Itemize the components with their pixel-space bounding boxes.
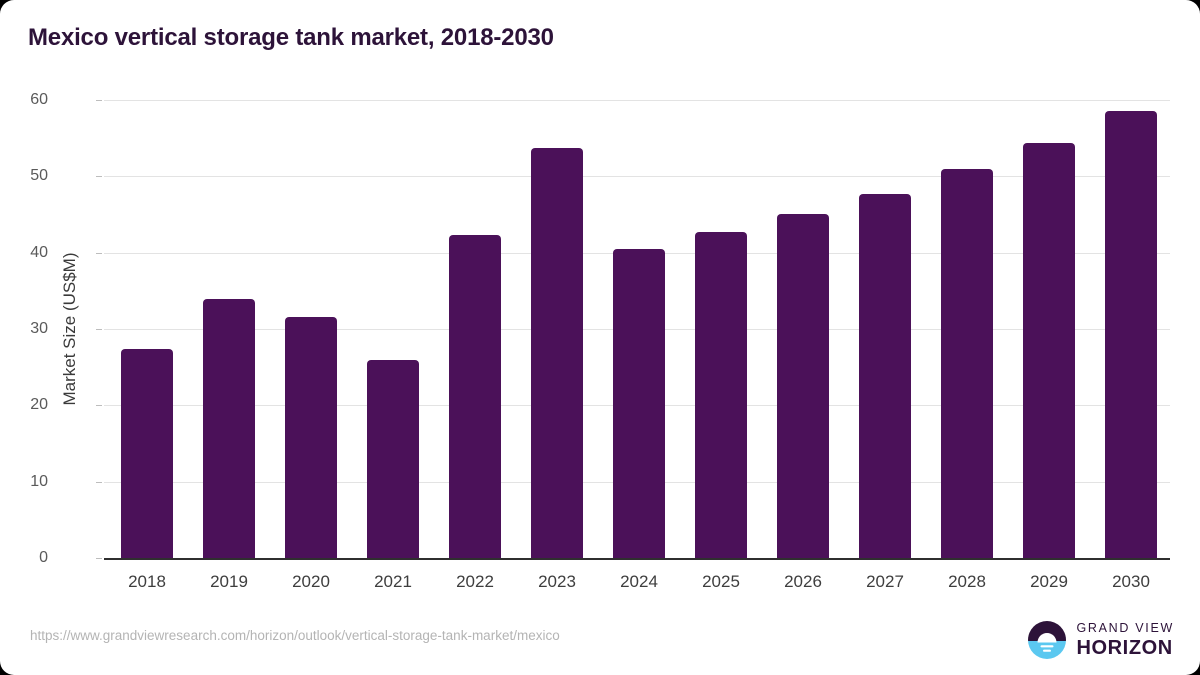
y-axis-tick-label: 60 [30, 91, 48, 108]
bar-2029[interactable] [1023, 142, 1075, 558]
source-url[interactable]: https://www.grandviewresearch.com/horizo… [30, 628, 560, 643]
gridline [104, 176, 1170, 178]
x-axis-line [104, 558, 1170, 560]
bar-2023[interactable] [531, 148, 583, 558]
y-axis-tick-mark [96, 558, 102, 559]
logo-line-one: GRAND VIEW [1076, 621, 1174, 636]
bar-2027[interactable] [859, 193, 911, 558]
y-axis-tick-mark [96, 329, 102, 330]
x-axis-tick-label-2028: 2028 [948, 572, 986, 591]
bar-2026[interactable] [777, 213, 829, 558]
x-axis-tick-label-2020: 2020 [292, 572, 330, 591]
y-axis-title: Market Size (US$M) [60, 252, 79, 406]
bar-2030[interactable] [1105, 111, 1157, 558]
y-axis-tick-label: 50 [30, 167, 48, 185]
logo-wordmark: GRAND VIEW HORIZON [1076, 622, 1174, 658]
x-axis-tick-label-2021: 2021 [374, 572, 412, 591]
x-axis-tick-label-2030: 2030 [1112, 572, 1150, 591]
x-axis-tick-label-2025: 2025 [702, 572, 740, 591]
bar-2025[interactable] [695, 232, 747, 558]
plot-area: Market Size (US$M) 0 10 20 30 40 50 60 [30, 91, 1170, 566]
y-axis-tick-mark [96, 176, 102, 178]
y-axis-tick-mark [96, 405, 102, 407]
bar-2024[interactable] [613, 248, 665, 558]
y-axis-tick-label: 10 [30, 472, 48, 490]
page-title: Mexico vertical storage tank market, 201… [28, 24, 554, 51]
x-axis-tick-label-2027: 2027 [866, 572, 904, 591]
y-axis-tick-label: 20 [30, 396, 48, 414]
gridline [104, 100, 1170, 101]
bar-2020[interactable] [285, 316, 337, 558]
y-axis-tick-mark [96, 100, 102, 101]
bar-2018[interactable] [121, 348, 173, 558]
x-axis-tick-label-2022: 2022 [456, 572, 494, 591]
x-axis-tick-label-2024: 2024 [620, 572, 658, 591]
brand-logo[interactable]: GRAND VIEW HORIZON [1027, 620, 1174, 660]
y-axis-tick-mark [96, 252, 102, 254]
y-axis-tick-label: 40 [30, 243, 48, 261]
logo-line-two: HORIZON [1076, 636, 1173, 659]
x-axis-tick-label-2018: 2018 [128, 572, 166, 591]
x-axis-tick-label-2026: 2026 [784, 572, 822, 591]
y-axis-tick-mark [96, 481, 102, 483]
x-axis-tick-label-2019: 2019 [210, 572, 248, 591]
horizon-circle-icon [1027, 620, 1067, 660]
bar-2028[interactable] [941, 169, 993, 558]
x-axis-tick-label-2023: 2023 [538, 572, 576, 591]
bar-2022[interactable] [449, 235, 501, 558]
y-axis-tick-label: 30 [30, 320, 48, 337]
x-axis-tick-label-2029: 2029 [1030, 572, 1068, 591]
bar-2021[interactable] [367, 360, 419, 558]
bar-2019[interactable] [203, 299, 255, 558]
y-axis-tick-label: 0 [39, 549, 48, 566]
